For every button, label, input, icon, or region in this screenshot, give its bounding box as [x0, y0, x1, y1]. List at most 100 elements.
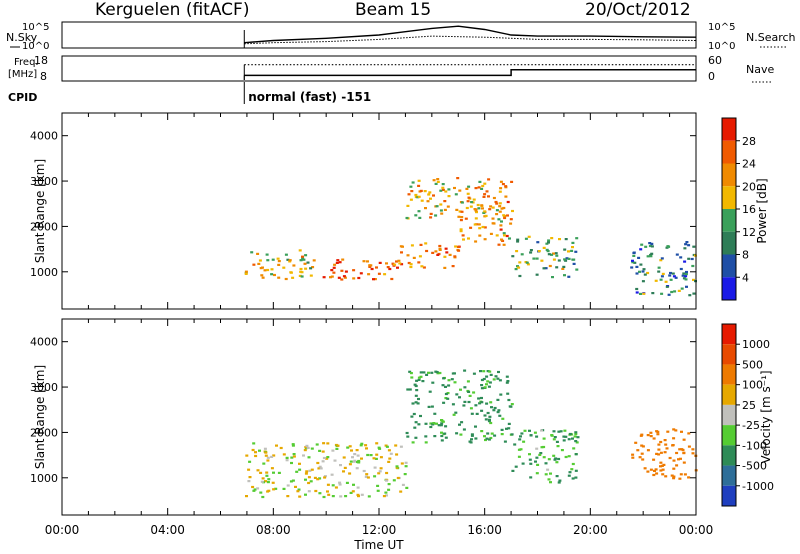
heatmap-cell [683, 247, 687, 250]
heatmap-cell [272, 454, 276, 457]
heatmap-cell [567, 250, 570, 253]
heatmap-cell [385, 262, 388, 265]
heatmap-cell [474, 187, 478, 190]
heatmap-cell [373, 278, 377, 281]
heatmap-cell [511, 469, 515, 472]
heatmap-cell [258, 259, 262, 262]
heatmap-cell [310, 447, 314, 450]
heatmap-cell [462, 428, 466, 431]
heatmap-cell [342, 275, 346, 278]
heatmap-cell [564, 455, 568, 459]
heatmap-cell [639, 292, 642, 295]
heatmap-cell [652, 473, 656, 477]
heatmap-cell [441, 420, 445, 423]
heatmap-cell [431, 381, 435, 384]
heatmap-cell [440, 431, 443, 434]
heatmap-cell [377, 272, 381, 275]
heatmap-cell [432, 194, 435, 197]
heatmap-cell [435, 205, 439, 208]
heatmap-cell [390, 277, 394, 281]
heatmap-cell [457, 249, 461, 252]
y-tick-label: 2000 [30, 426, 58, 439]
heatmap-cell [630, 266, 634, 269]
heatmap-cell [327, 493, 331, 496]
heatmap-cell [459, 228, 463, 231]
heatmap-cell [364, 444, 368, 447]
heatmap-cell [326, 483, 330, 486]
heatmap-cell [497, 370, 500, 374]
heatmap-cell [330, 473, 334, 476]
heatmap-cell [482, 211, 486, 214]
heatmap-cell [342, 456, 346, 459]
heatmap-cell [415, 389, 419, 392]
heatmap-cell [644, 245, 648, 248]
heatmap-cell [266, 456, 270, 459]
heatmap-cell [475, 412, 479, 415]
heatmap-cell [372, 457, 376, 460]
heatmap-cell [664, 475, 668, 478]
heatmap-cell [401, 245, 404, 248]
heatmap-cell [270, 273, 274, 276]
heatmap-cell [369, 454, 373, 457]
heatmap-cell [571, 437, 574, 440]
heatmap-cell [511, 255, 515, 258]
heatmap-cell [558, 238, 561, 241]
heatmap-cell [355, 449, 359, 452]
heatmap-cell [545, 242, 549, 245]
heatmap-cell [349, 460, 353, 463]
heatmap-cell [539, 452, 543, 455]
heatmap-cell [498, 210, 502, 213]
heatmap-cell [373, 475, 377, 478]
frequency-label: Freq. [14, 57, 39, 68]
heatmap-cell [348, 463, 352, 466]
heatmap-cell [457, 215, 461, 218]
heatmap-cell [304, 478, 307, 481]
heatmap-cell [646, 434, 650, 437]
heatmap-cell [526, 263, 530, 266]
heatmap-cell [442, 401, 446, 404]
heatmap-cell [443, 208, 447, 211]
heatmap-cell [469, 205, 473, 208]
heatmap-cell [357, 495, 360, 498]
heatmap-cell [478, 402, 482, 405]
heatmap-cell [458, 189, 462, 192]
heatmap-cell [646, 449, 650, 452]
heatmap-cell [304, 493, 307, 496]
heatmap-cell [394, 444, 398, 447]
heatmap-cell [430, 405, 434, 408]
heatmap-cell [492, 409, 496, 412]
heatmap-cell [295, 470, 299, 473]
heatmap-cell [649, 255, 653, 258]
heatmap-cell [642, 292, 646, 295]
heatmap-cell [499, 180, 503, 183]
heatmap-cell [465, 187, 469, 190]
heatmap-cell [419, 189, 423, 192]
heatmap-cell [519, 448, 523, 451]
heatmap-cell [387, 460, 391, 463]
heatmap-cell [384, 444, 388, 447]
heatmap-cell [261, 276, 265, 279]
heatmap-cell [638, 456, 642, 459]
heatmap-cell [256, 469, 260, 472]
heatmap-cell [505, 427, 508, 430]
heatmap-cell [251, 448, 255, 452]
heatmap-cell [267, 489, 271, 492]
heatmap-cell [631, 261, 635, 264]
heatmap-cell [480, 401, 484, 404]
heatmap-cell [484, 214, 488, 217]
heatmap-cell [434, 182, 438, 185]
heatmap-cell [520, 432, 524, 435]
colorbar-swatch [722, 364, 736, 385]
heatmap-cell [502, 214, 506, 217]
heatmap-cell [356, 486, 360, 489]
heatmap-cell [414, 193, 418, 197]
heatmap-cell [574, 250, 578, 253]
heatmap-cell [650, 242, 654, 245]
heatmap-cell [410, 415, 414, 418]
noise-left-tick-bottom: 10^0 [22, 41, 49, 52]
heatmap-cell [245, 454, 249, 457]
heatmap-cell [331, 449, 335, 452]
noise-series [243, 25, 697, 48]
heatmap-cell [261, 495, 265, 499]
heatmap-cell [570, 249, 574, 252]
